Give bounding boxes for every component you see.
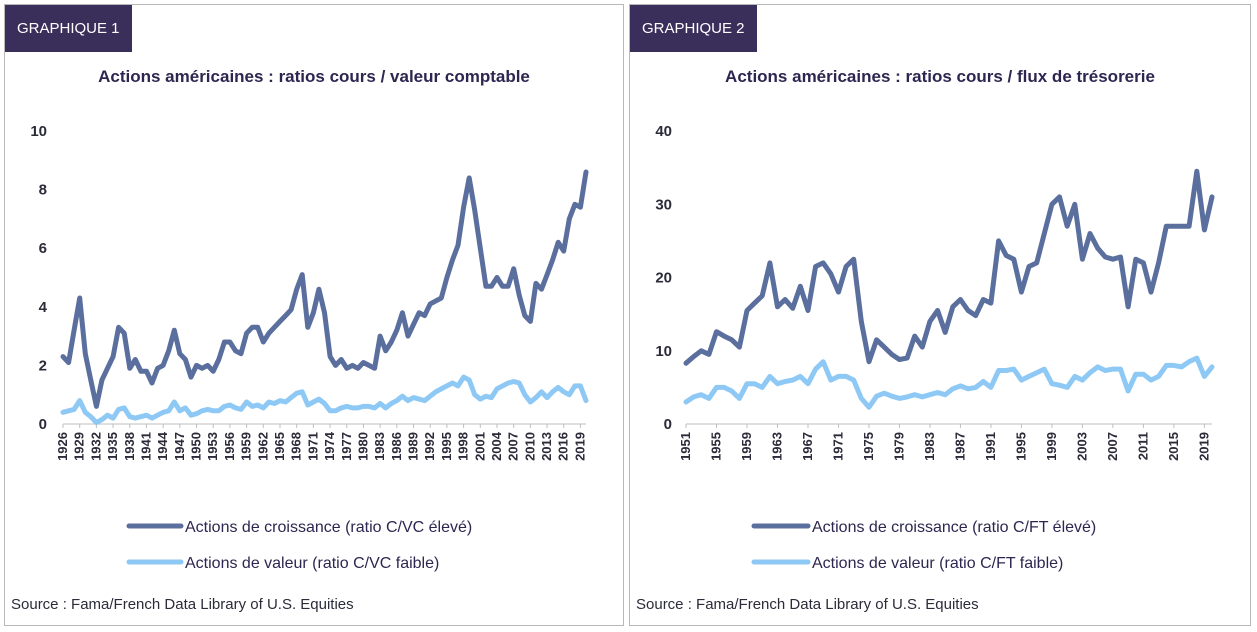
chart-panel-2: GRAPHIQUE 2 Actions américaines : ratios… <box>629 4 1251 626</box>
x-tick-label: 1979 <box>891 432 906 461</box>
legend-label: Actions de croissance (ratio C/FT élevé) <box>812 519 1096 536</box>
x-tick-label: 2010 <box>522 432 537 461</box>
x-tick-label: 1971 <box>830 432 845 461</box>
x-tick-label: 1980 <box>355 432 370 461</box>
series-line-growth <box>60 169 589 409</box>
x-tick-label: 2013 <box>539 432 554 461</box>
chart-2-svg: 0 10 20 30 40 1951 1955 1959 1963 1967 1971 1975 197… <box>655 123 1215 572</box>
y-tick-label: 40 <box>655 123 672 140</box>
x-tick-label: 1951 <box>678 432 693 461</box>
x-tick-label: 1986 <box>389 432 404 461</box>
series-line-value <box>683 355 1215 410</box>
x-tick-label: 2001 <box>472 432 487 461</box>
y-tick-label: 10 <box>30 123 47 140</box>
y-tick-label: 0 <box>664 416 672 433</box>
x-tick-label: 1992 <box>422 432 437 461</box>
series-line-value <box>60 374 589 425</box>
chart-panel-1: GRAPHIQUE 1 Actions américaines : ratios… <box>4 4 624 626</box>
x-tick-label: 2011 <box>1135 432 1150 460</box>
x-tick-label: 1983 <box>922 432 937 461</box>
legend-label: Actions de valeur (ratio C/FT faible) <box>812 555 1063 572</box>
x-tick-label: 1998 <box>456 432 471 461</box>
x-tick-label: 2007 <box>1105 432 1120 461</box>
x-tick-label: 1959 <box>739 432 754 461</box>
x-tick-label: 1932 <box>88 432 103 461</box>
x-tick-label: 1995 <box>439 432 454 461</box>
x-tick-label: 1989 <box>406 432 421 461</box>
x-tick-label: 1975 <box>861 432 876 461</box>
x-tick-label: 1935 <box>105 432 120 461</box>
x-tick-label: 1955 <box>708 432 723 461</box>
x-tick-label: 1991 <box>983 432 998 461</box>
x-tick-label: 1983 <box>372 432 387 461</box>
x-tick-label: 2019 <box>572 432 587 461</box>
x-tick-label: 1977 <box>339 432 354 461</box>
x-tick-label: 2019 <box>1196 432 1211 461</box>
x-tick-label: 1968 <box>289 432 304 461</box>
chart-source: Source : Fama/French Data Library of U.S… <box>636 596 979 613</box>
y-tick-label: 0 <box>39 416 47 433</box>
x-tick-label: 2004 <box>489 431 504 461</box>
x-tick-label: 1962 <box>255 432 270 461</box>
y-tick-label: 10 <box>655 343 672 360</box>
legend-label: Actions de valeur (ratio C/VC faible) <box>185 555 439 572</box>
x-tick-label: 2016 <box>556 432 571 461</box>
x-tick-label: 1929 <box>72 432 87 461</box>
x-tick-label: 1959 <box>239 432 254 461</box>
x-tick-label: 1971 <box>305 432 320 461</box>
y-tick-label: 6 <box>39 240 47 257</box>
x-tick-label: 1974 <box>322 431 337 461</box>
chart-tag: GRAPHIQUE 2 <box>630 5 757 52</box>
series-line-growth <box>683 168 1215 366</box>
chart-title: Actions américaines : ratios cours / flu… <box>725 67 1155 86</box>
x-tick-label: 1963 <box>769 432 784 461</box>
y-tick-label: 30 <box>655 196 672 213</box>
x-tick-label: 1941 <box>138 432 153 461</box>
x-tick-label: 1926 <box>55 432 70 461</box>
legend-label: Actions de croissance (ratio C/VC élevé) <box>185 519 472 536</box>
x-tick-label: 2015 <box>1166 432 1181 461</box>
y-tick-label: 2 <box>39 357 47 374</box>
chart-title: Actions américaines : ratios cours / val… <box>98 67 530 86</box>
x-tick-label: 1938 <box>122 432 137 461</box>
y-tick-label: 4 <box>39 299 48 316</box>
chart-tag: GRAPHIQUE 1 <box>5 5 132 52</box>
y-tick-label: 20 <box>655 270 672 287</box>
x-tick-label: 1995 <box>1013 432 1028 461</box>
x-tick-label: 1953 <box>205 432 220 461</box>
x-tick-label: 1956 <box>222 432 237 461</box>
x-tick-label: 1947 <box>172 432 187 461</box>
x-tick-label: 1999 <box>1044 432 1059 461</box>
x-tick-label: 1950 <box>189 432 204 461</box>
y-tick-label: 8 <box>39 182 47 199</box>
x-tick-label: 2007 <box>506 432 521 461</box>
x-tick-label: 1967 <box>800 432 815 461</box>
chart-source: Source : Fama/French Data Library of U.S… <box>11 596 354 613</box>
x-tick-label: 2003 <box>1074 432 1089 461</box>
x-tick-label: 1965 <box>272 432 287 461</box>
x-tick-label: 1944 <box>155 431 170 461</box>
x-tick-label: 1987 <box>952 432 967 461</box>
